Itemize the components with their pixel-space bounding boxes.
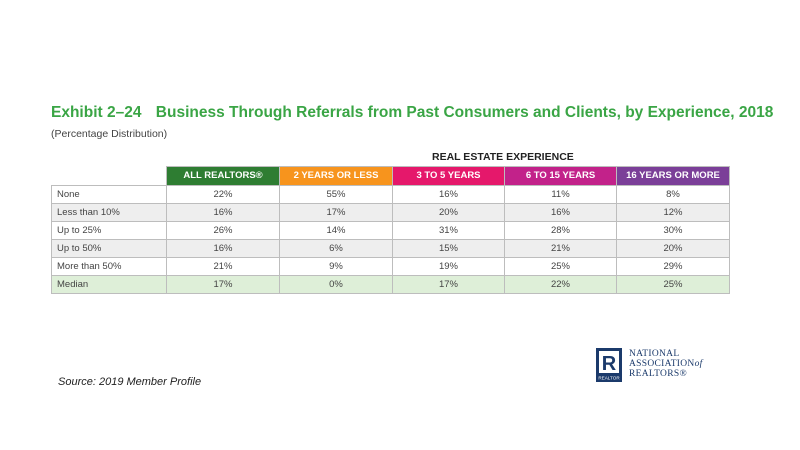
chart-subtitle: (Percentage Distribution) [51,128,168,140]
table-cell: 55% [279,185,393,204]
column-header: ALL REALTORS® [166,166,280,186]
logo-mark-caption: REALTOR [598,376,620,381]
header-blank-cell [51,166,167,186]
row-label: More than 50% [51,257,167,276]
table-cell: 22% [504,275,617,294]
table-cell: 25% [616,275,730,294]
table-row: More than 50% 21% 9% 19% 25% 29% [51,257,730,276]
column-header: 3 TO 5 YEARS [392,166,505,186]
table-cell: 16% [166,203,280,222]
table-cell: 22% [166,185,280,204]
table-cell: 16% [392,185,505,204]
logo-line-3: REALTORS® [629,369,687,379]
table-row: Up to 25% 26% 14% 31% 28% 30% [51,221,730,240]
table-row: Up to 50% 16% 6% 15% 21% 20% [51,239,730,258]
table-cell: 19% [392,257,505,276]
table-body: None 22% 55% 16% 11% 8% Less than 10% 16% 17% 20%… [51,185,730,294]
row-label: None [51,185,167,204]
table-cell: 11% [504,185,617,204]
table-row: None 22% 55% 16% 11% 8% [51,185,730,204]
exhibit-title: Business Through Referrals from Past Con… [155,104,774,121]
source-note: Source: 2019 Member Profile [58,376,202,388]
table-cell: 20% [392,203,505,222]
data-table: ALL REALTORS® 2 YEARS OR LESS 3 TO 5 YEARS… [51,166,730,294]
realtor-r-icon: R REALTOR [596,348,622,382]
table-cell: 21% [166,257,280,276]
column-header: 2 YEARS OR LESS [279,166,393,186]
exhibit-label: Exhibit 2–24 [51,104,142,121]
table-cell: 28% [504,221,617,240]
column-header: 16 YEARS OR MORE [616,166,730,186]
table-row: Median 17% 0% 17% 22% 25% [51,275,730,294]
header-row: ALL REALTORS® 2 YEARS OR LESS 3 TO 5 YEARS… [51,166,730,186]
logo-mark-letter: R [602,353,617,375]
table-cell: 8% [616,185,730,204]
table-cell: 15% [392,239,505,258]
row-label: Up to 25% [51,221,167,240]
table-cell: 14% [279,221,393,240]
row-label: Median [51,275,167,294]
table-cell: 17% [166,275,280,294]
table-cell: 25% [504,257,617,276]
table-cell: 26% [166,221,280,240]
logo-text: NATIONAL ASSOCIATIONof REALTORS® [629,349,703,379]
table-row: Less than 10% 16% 17% 20% 16% 12% [51,203,730,222]
nar-logo: R REALTOR NATIONAL ASSOCIATIONof REALTOR… [596,348,736,384]
logo-line-2-suffix: of [694,359,703,369]
chart-title: Exhibit 2–24 Business Through Referrals … [51,104,773,122]
table-cell: 30% [616,221,730,240]
logo-line-2: ASSOCIATION [629,359,695,369]
table-cell: 29% [616,257,730,276]
table-cell: 0% [279,275,393,294]
row-label: Less than 10% [51,203,167,222]
table-cell: 9% [279,257,393,276]
column-group-label: REAL ESTATE EXPERIENCE [432,151,574,163]
logo-line-1: NATIONAL [629,349,680,359]
table-cell: 20% [616,239,730,258]
table-cell: 17% [279,203,393,222]
table-cell: 21% [504,239,617,258]
column-header: 6 TO 15 YEARS [504,166,617,186]
table-cell: 16% [166,239,280,258]
table-cell: 31% [392,221,505,240]
table-cell: 16% [504,203,617,222]
table-cell: 17% [392,275,505,294]
table-cell: 6% [279,239,393,258]
table-cell: 12% [616,203,730,222]
row-label: Up to 50% [51,239,167,258]
